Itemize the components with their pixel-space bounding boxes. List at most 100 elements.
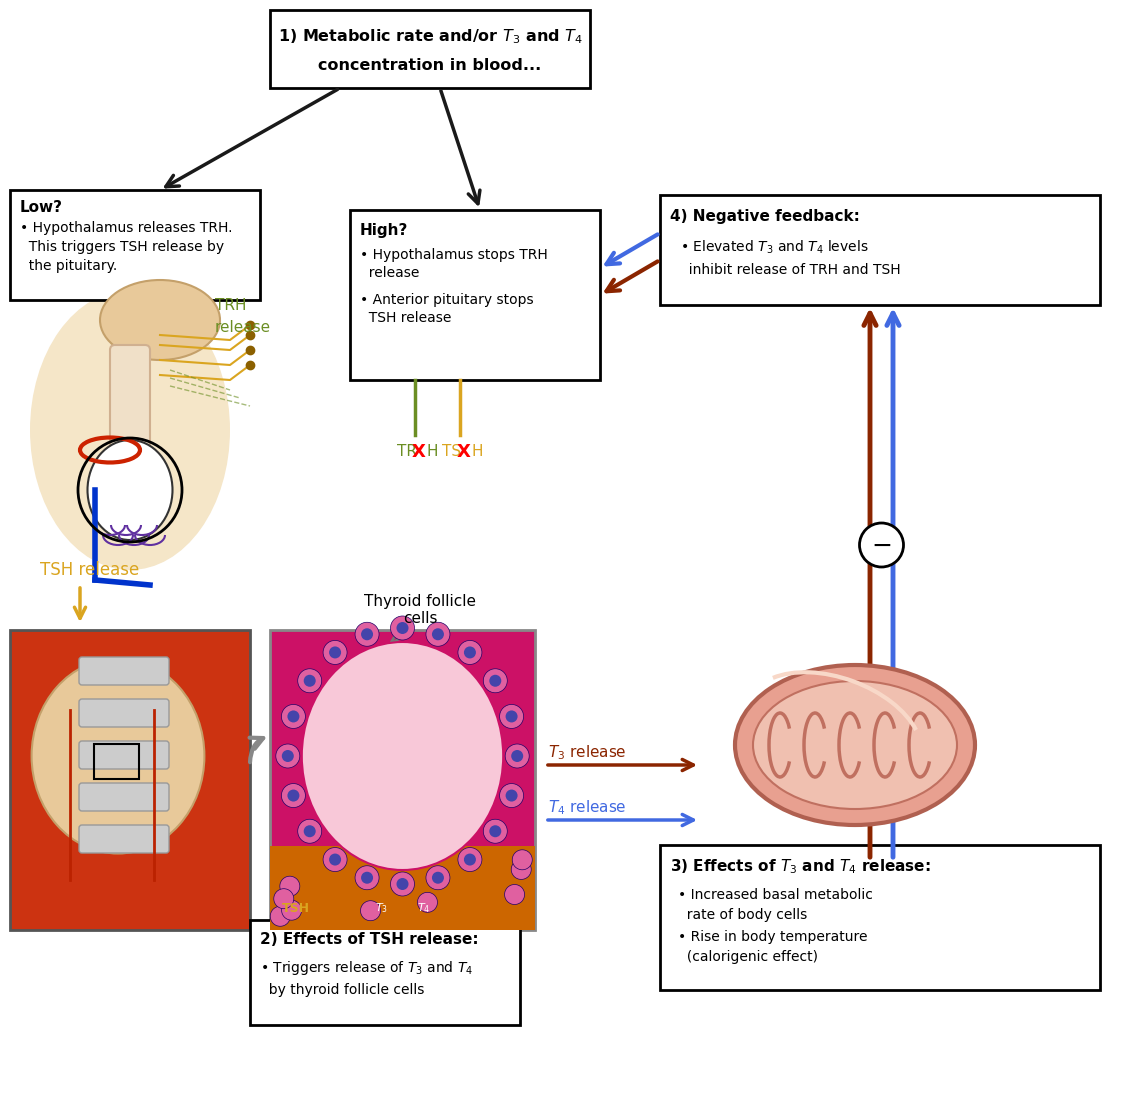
Text: H: H [427, 444, 439, 460]
Circle shape [270, 906, 291, 926]
Text: $T_4$: $T_4$ [417, 901, 431, 915]
Circle shape [512, 750, 523, 762]
Circle shape [287, 711, 300, 723]
Circle shape [505, 884, 525, 905]
Text: • Increased basal metabolic: • Increased basal metabolic [678, 887, 873, 902]
Text: the pituitary.: the pituitary. [20, 259, 118, 273]
Text: High?: High? [360, 223, 408, 237]
Circle shape [274, 889, 294, 908]
Circle shape [426, 866, 450, 890]
Circle shape [360, 901, 380, 920]
Text: 4) Negative feedback:: 4) Negative feedback: [670, 210, 859, 225]
FancyBboxPatch shape [10, 630, 250, 930]
Text: • Hypothalamus releases TRH.: • Hypothalamus releases TRH. [20, 220, 232, 235]
Text: X: X [457, 443, 471, 461]
Circle shape [276, 744, 300, 768]
Circle shape [484, 819, 507, 844]
Ellipse shape [30, 290, 230, 570]
Circle shape [297, 819, 322, 844]
Circle shape [432, 872, 444, 884]
Text: Thyroid follicle
cells: Thyroid follicle cells [364, 593, 476, 626]
Text: concentration in blood...: concentration in blood... [319, 57, 542, 72]
Text: TRH: TRH [215, 297, 247, 313]
Circle shape [282, 901, 302, 920]
Circle shape [390, 617, 414, 640]
Circle shape [458, 848, 482, 871]
FancyBboxPatch shape [79, 783, 169, 811]
Text: TSH: TSH [282, 902, 310, 915]
Circle shape [329, 646, 341, 658]
FancyBboxPatch shape [79, 657, 169, 685]
FancyBboxPatch shape [350, 210, 600, 380]
Circle shape [458, 641, 482, 665]
Circle shape [282, 704, 305, 728]
Circle shape [463, 853, 476, 866]
Text: −: − [871, 534, 892, 558]
Ellipse shape [735, 665, 975, 825]
FancyBboxPatch shape [270, 10, 590, 88]
Circle shape [859, 523, 903, 567]
Text: (calorigenic effect): (calorigenic effect) [678, 950, 818, 964]
Text: $T_3$: $T_3$ [375, 901, 388, 915]
Text: • Anterior pituitary stops: • Anterior pituitary stops [360, 293, 534, 307]
Circle shape [282, 783, 305, 807]
Circle shape [390, 872, 414, 896]
Circle shape [506, 790, 517, 802]
Circle shape [505, 744, 530, 768]
Circle shape [489, 825, 502, 837]
Circle shape [417, 892, 438, 913]
Text: TR: TR [397, 444, 417, 460]
Circle shape [282, 750, 294, 762]
FancyBboxPatch shape [270, 846, 535, 930]
Text: rate of body cells: rate of body cells [678, 908, 807, 921]
Circle shape [329, 853, 341, 866]
FancyBboxPatch shape [660, 195, 1100, 305]
Circle shape [323, 848, 347, 871]
Circle shape [355, 622, 379, 646]
Text: • Elevated $T_3$ and $T_4$ levels: • Elevated $T_3$ and $T_4$ levels [680, 238, 868, 256]
Text: 3) Effects of $T_3$ and $T_4$ release:: 3) Effects of $T_3$ and $T_4$ release: [670, 858, 931, 877]
Circle shape [396, 878, 408, 890]
Text: TSH release: TSH release [360, 312, 451, 325]
Circle shape [513, 850, 532, 870]
Circle shape [361, 872, 373, 884]
Text: X: X [412, 443, 426, 461]
Circle shape [297, 669, 322, 693]
FancyBboxPatch shape [660, 845, 1100, 989]
Text: 2) Effects of TSH release:: 2) Effects of TSH release: [260, 932, 479, 948]
Circle shape [355, 866, 379, 890]
Text: by thyroid follicle cells: by thyroid follicle cells [260, 983, 424, 997]
Text: $T_4$ release: $T_4$ release [548, 799, 626, 817]
Ellipse shape [302, 642, 503, 870]
FancyBboxPatch shape [110, 344, 150, 475]
FancyBboxPatch shape [79, 740, 169, 769]
Text: release: release [360, 265, 420, 280]
Circle shape [499, 783, 524, 807]
Circle shape [304, 825, 315, 837]
Circle shape [279, 877, 300, 896]
FancyBboxPatch shape [79, 825, 169, 853]
Text: release: release [215, 320, 272, 336]
Text: Low?: Low? [20, 201, 63, 215]
Circle shape [426, 622, 450, 646]
Circle shape [396, 622, 408, 634]
Circle shape [484, 669, 507, 693]
FancyBboxPatch shape [270, 630, 535, 930]
Text: H: H [472, 444, 484, 460]
Text: TSH release: TSH release [40, 561, 139, 579]
Circle shape [304, 675, 315, 687]
Text: $T_3$ release: $T_3$ release [548, 744, 626, 762]
FancyArrowPatch shape [249, 737, 264, 762]
Circle shape [499, 704, 524, 728]
Text: • Rise in body temperature: • Rise in body temperature [678, 930, 867, 945]
Text: This triggers TSH release by: This triggers TSH release by [20, 240, 224, 255]
Ellipse shape [753, 681, 957, 808]
Circle shape [432, 629, 444, 641]
Text: • Hypothalamus stops TRH: • Hypothalamus stops TRH [360, 248, 548, 262]
Circle shape [512, 859, 531, 880]
Circle shape [287, 790, 300, 802]
Circle shape [463, 646, 476, 658]
Circle shape [506, 711, 517, 723]
Text: 1) Metabolic rate and/or $T_3$ and $T_4$: 1) Metabolic rate and/or $T_3$ and $T_4$ [277, 27, 582, 46]
Circle shape [361, 629, 373, 641]
